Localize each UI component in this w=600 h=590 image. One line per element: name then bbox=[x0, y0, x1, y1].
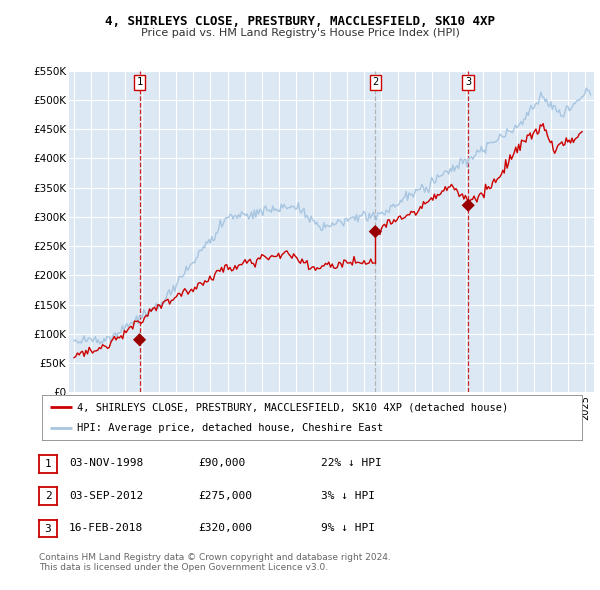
Text: 1: 1 bbox=[44, 459, 52, 468]
Text: 9% ↓ HPI: 9% ↓ HPI bbox=[321, 523, 375, 533]
Text: Contains HM Land Registry data © Crown copyright and database right 2024.: Contains HM Land Registry data © Crown c… bbox=[39, 553, 391, 562]
Point bbox=[135, 335, 145, 345]
Text: 4, SHIRLEYS CLOSE, PRESTBURY, MACCLESFIELD, SK10 4XP (detached house): 4, SHIRLEYS CLOSE, PRESTBURY, MACCLESFIE… bbox=[77, 402, 508, 412]
Text: £275,000: £275,000 bbox=[198, 491, 252, 500]
Text: 03-SEP-2012: 03-SEP-2012 bbox=[69, 491, 143, 500]
Text: 2: 2 bbox=[372, 77, 379, 87]
Text: 4, SHIRLEYS CLOSE, PRESTBURY, MACCLESFIELD, SK10 4XP: 4, SHIRLEYS CLOSE, PRESTBURY, MACCLESFIE… bbox=[105, 15, 495, 28]
Text: 3% ↓ HPI: 3% ↓ HPI bbox=[321, 491, 375, 500]
Text: 3: 3 bbox=[465, 77, 472, 87]
Point bbox=[371, 227, 380, 236]
Point bbox=[463, 201, 473, 210]
Text: Price paid vs. HM Land Registry's House Price Index (HPI): Price paid vs. HM Land Registry's House … bbox=[140, 28, 460, 38]
Text: £320,000: £320,000 bbox=[198, 523, 252, 533]
Text: 2: 2 bbox=[44, 491, 52, 501]
Text: 22% ↓ HPI: 22% ↓ HPI bbox=[321, 458, 382, 468]
Text: 1: 1 bbox=[136, 77, 143, 87]
Text: This data is licensed under the Open Government Licence v3.0.: This data is licensed under the Open Gov… bbox=[39, 563, 328, 572]
Text: 16-FEB-2018: 16-FEB-2018 bbox=[69, 523, 143, 533]
Text: 03-NOV-1998: 03-NOV-1998 bbox=[69, 458, 143, 468]
Text: £90,000: £90,000 bbox=[198, 458, 245, 468]
Text: HPI: Average price, detached house, Cheshire East: HPI: Average price, detached house, Ches… bbox=[77, 424, 383, 434]
Text: 3: 3 bbox=[44, 524, 52, 533]
